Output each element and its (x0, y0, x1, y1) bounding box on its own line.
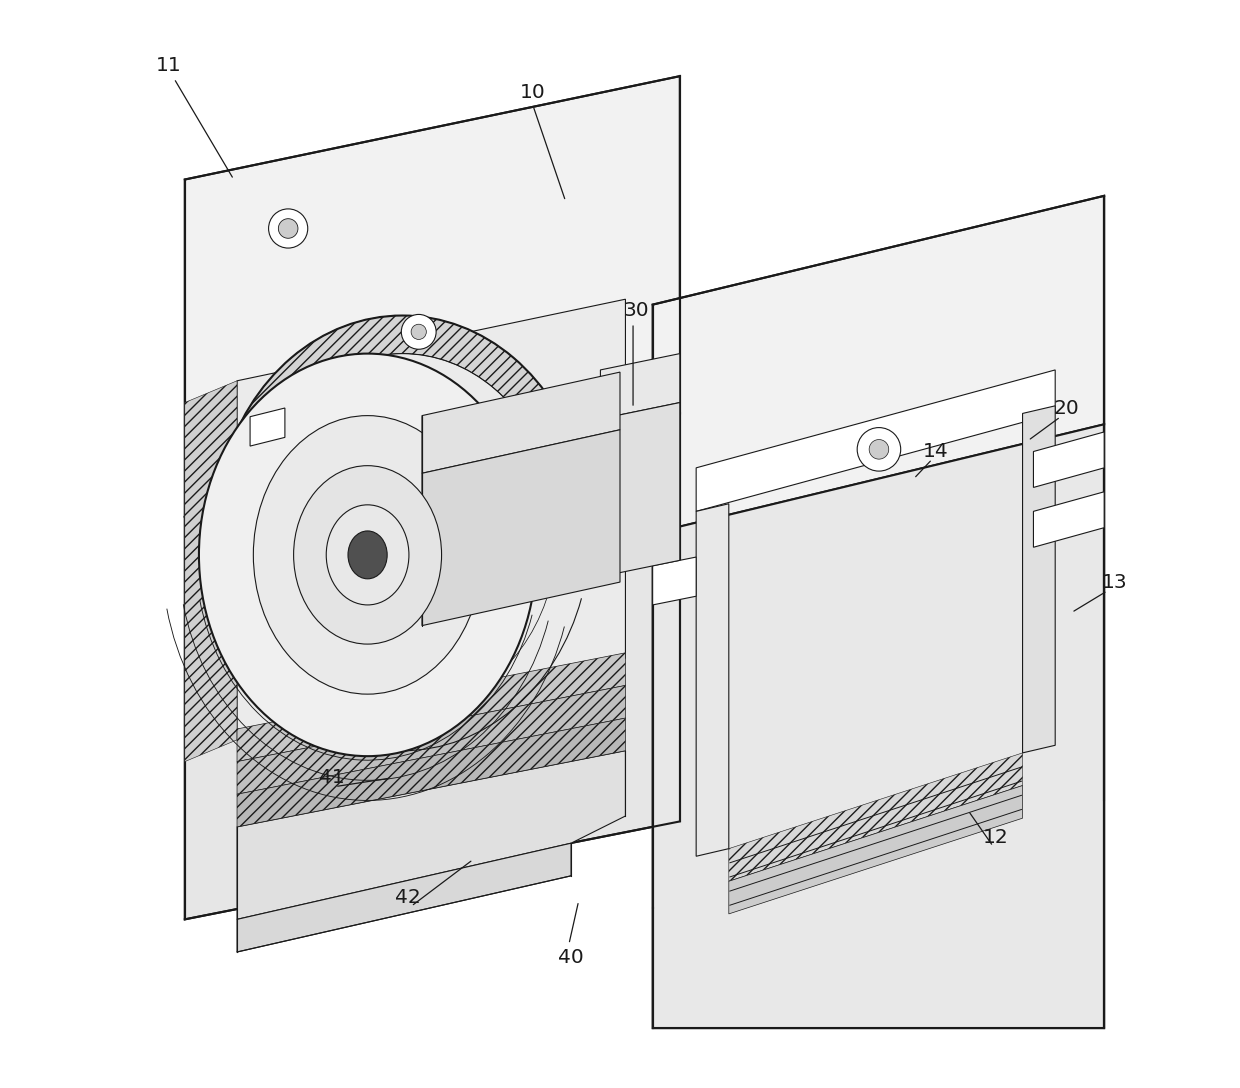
Text: 30: 30 (624, 300, 649, 320)
Circle shape (402, 314, 436, 349)
Polygon shape (237, 718, 625, 827)
Polygon shape (422, 430, 620, 626)
Polygon shape (1033, 492, 1104, 547)
Ellipse shape (198, 354, 536, 756)
Circle shape (869, 440, 889, 459)
Circle shape (857, 428, 900, 471)
Text: 20: 20 (1053, 398, 1079, 418)
Polygon shape (729, 753, 1023, 881)
Polygon shape (729, 786, 1023, 914)
Polygon shape (237, 751, 625, 919)
Polygon shape (237, 685, 625, 794)
Polygon shape (1023, 406, 1055, 753)
Polygon shape (237, 299, 625, 740)
Polygon shape (696, 504, 729, 856)
Text: 40: 40 (558, 948, 584, 967)
Ellipse shape (348, 531, 387, 579)
Polygon shape (422, 372, 620, 473)
Ellipse shape (326, 505, 409, 605)
Polygon shape (652, 424, 1104, 1028)
Polygon shape (1033, 432, 1104, 487)
Text: 14: 14 (923, 442, 949, 461)
Polygon shape (600, 403, 680, 577)
Circle shape (412, 324, 427, 339)
Text: 10: 10 (520, 83, 546, 102)
Polygon shape (237, 653, 625, 762)
Polygon shape (250, 408, 285, 446)
Text: 11: 11 (155, 55, 181, 75)
Text: 12: 12 (982, 828, 1008, 848)
Text: 13: 13 (1102, 572, 1128, 592)
Polygon shape (652, 557, 696, 605)
Ellipse shape (294, 466, 441, 644)
Polygon shape (696, 370, 1055, 511)
Text: 42: 42 (396, 888, 420, 907)
Ellipse shape (253, 416, 482, 694)
Polygon shape (600, 354, 680, 419)
Polygon shape (237, 843, 572, 952)
Polygon shape (185, 76, 680, 517)
Circle shape (278, 219, 298, 238)
Polygon shape (652, 196, 1104, 533)
Text: 41: 41 (319, 768, 345, 788)
Polygon shape (228, 316, 577, 466)
Circle shape (269, 209, 308, 248)
Polygon shape (185, 381, 237, 762)
Polygon shape (185, 413, 680, 919)
